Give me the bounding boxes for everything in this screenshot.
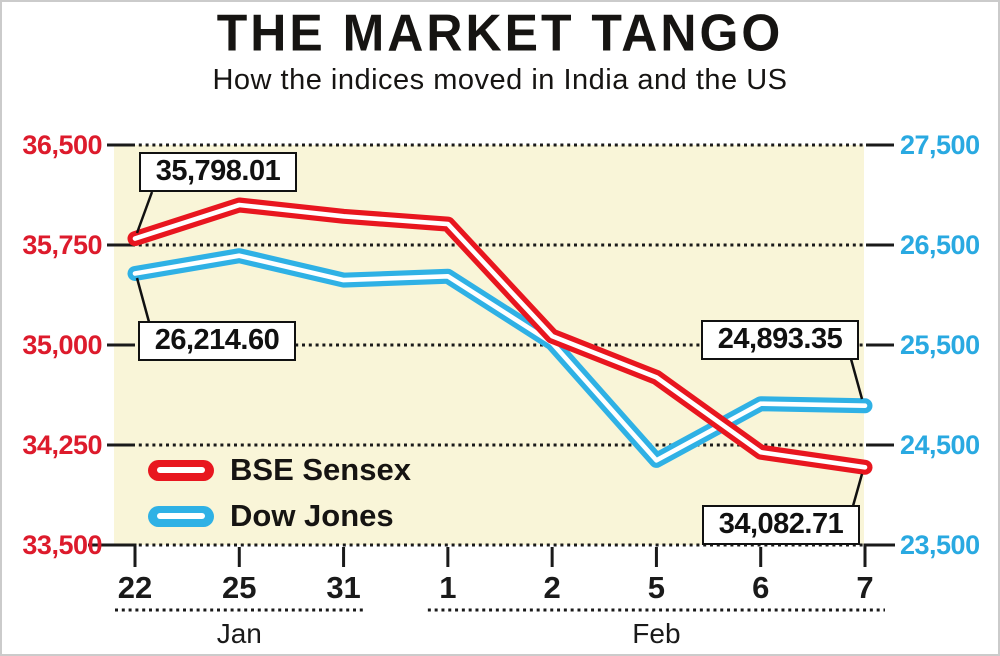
right-axis-label: 25,500 [900,330,980,360]
x-axis-label: 25 [222,570,257,605]
swatch-stripe [157,513,205,519]
left-axis-label: 34,250 [22,430,102,460]
right-axis-label: 24,500 [900,430,980,460]
annotation-sensex-start: 35,798.01 [139,152,297,192]
right-axis-label: 23,500 [900,530,980,560]
bse-sensex-line-swatch [148,459,214,481]
legend-item-dow-jones: Dow Jones [148,498,411,533]
legend-item-bse-sensex: BSE Sensex [148,452,411,487]
axis-corner-right [863,543,895,567]
annotation-dow-end: 24,893.35 [701,320,859,360]
x-axis-label: 1 [439,570,457,605]
leader-line-dow-end [849,358,864,400]
x-axis-label: 2 [543,570,561,605]
x-axis-label: 6 [752,570,770,605]
x-axis-label: 31 [326,570,361,605]
leader-line-sensex-start [135,191,154,234]
x-axis-label: 7 [856,570,874,605]
bse-sensex-line-stripe [132,202,868,470]
x-axis-label: 22 [117,570,153,605]
legend-label-bse-sensex: BSE Sensex [230,452,411,487]
annotation-dow-start: 26,214.60 [138,321,296,361]
annotation-sensex-end: 34,082.71 [702,505,860,545]
chart-title: THE MARKET TANGO [216,3,784,63]
chart-subtitle: How the indices moved in India and the U… [212,64,788,96]
left-axis-label: 33,500 [22,530,102,560]
right-axis-label: 26,500 [900,230,980,260]
dow-jones-line-stripe [132,253,868,463]
left-axis-label: 36,500 [22,130,102,160]
month-label-feb: Feb [632,618,681,649]
dow-jones-line-swatch [148,505,214,527]
left-axis-label: 35,750 [22,230,102,260]
leader-line-sensex-end [851,473,864,507]
swatch-stripe [157,467,205,473]
month-label-jan: Jan [216,618,262,649]
legend: BSE Sensex Dow Jones [148,452,411,548]
header: THE MARKET TANGO How the indices moved i… [2,2,998,97]
axis-corner-left [88,543,137,567]
leader-line-dow-start [135,277,151,323]
right-axis-label: 27,500 [900,130,980,160]
left-axis-label: 35,000 [22,330,102,360]
legend-label-dow-jones: Dow Jones [230,498,394,533]
x-axis-label: 5 [647,570,666,605]
